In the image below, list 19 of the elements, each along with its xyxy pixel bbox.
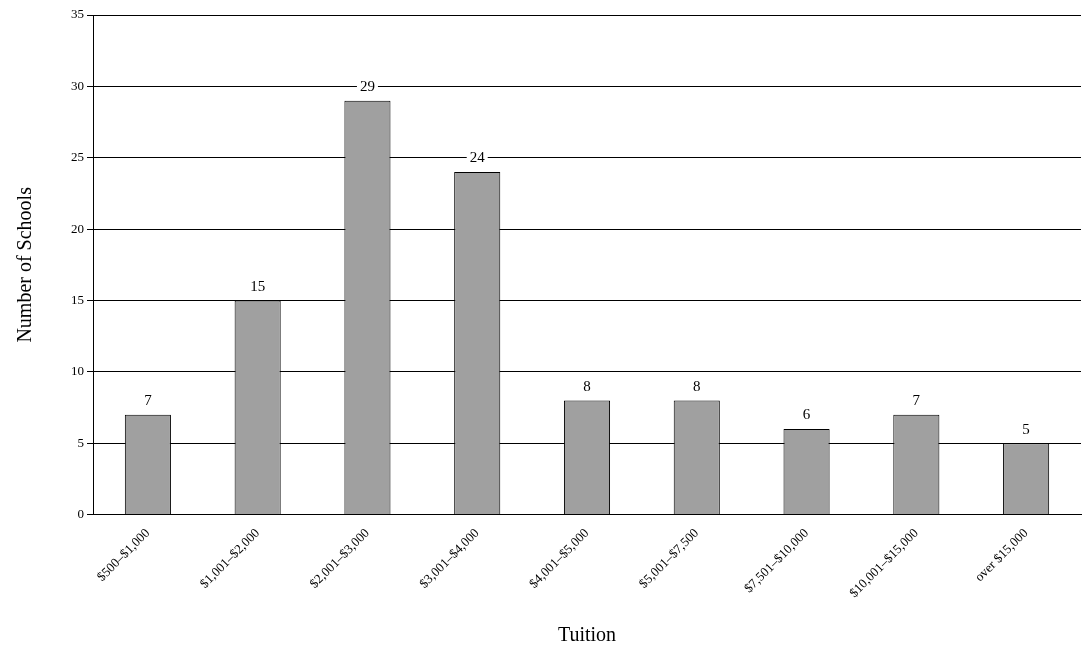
y-tick-label: 0 — [77, 506, 84, 522]
data-label: 29 — [359, 78, 375, 95]
y-tick-label: 10 — [71, 363, 84, 379]
y-tick-label: 25 — [71, 149, 84, 165]
y-tick-label: 5 — [77, 434, 84, 450]
y-axis-title: Number of Schools — [13, 186, 36, 343]
data-label: 7 — [144, 392, 153, 409]
data-label: 24 — [469, 149, 486, 166]
data-label: 7 — [912, 392, 921, 409]
data-label: 6 — [802, 406, 811, 423]
data-label: 8 — [583, 377, 591, 394]
y-tick-label: 20 — [71, 220, 84, 236]
data-label: 5 — [1022, 420, 1030, 437]
y-tick-label: 15 — [71, 291, 84, 307]
y-tick-label: 30 — [71, 77, 84, 93]
x-axis-title: Tuition — [557, 623, 617, 646]
data-label: 8 — [693, 377, 701, 394]
data-label: 15 — [250, 277, 266, 294]
y-tick-label: 35 — [71, 6, 84, 22]
